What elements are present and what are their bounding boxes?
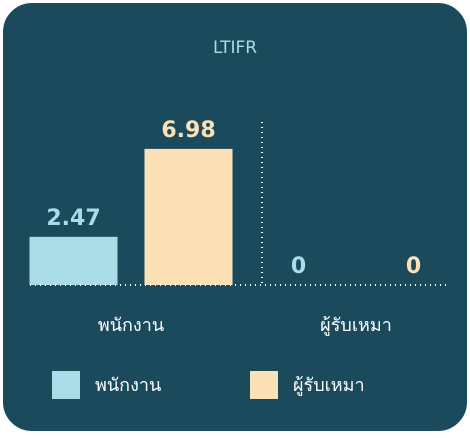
legend-label: ผู้รับเหมา [293, 375, 365, 396]
value-label: 6.98 [161, 118, 215, 143]
value-label: 0 [406, 254, 421, 279]
bar [144, 148, 233, 285]
value-label: 0 [291, 254, 306, 279]
chart-title: LTIFR [213, 38, 257, 58]
x-tick-label: พนักงาน [98, 315, 164, 336]
value-label: 2.47 [46, 206, 100, 231]
bar [29, 236, 118, 285]
x-tick-label: ผู้รับเหมา [320, 315, 392, 336]
legend-swatch [52, 371, 80, 399]
legend-label: พนักงาน [95, 375, 161, 396]
legend-swatch [250, 371, 278, 399]
